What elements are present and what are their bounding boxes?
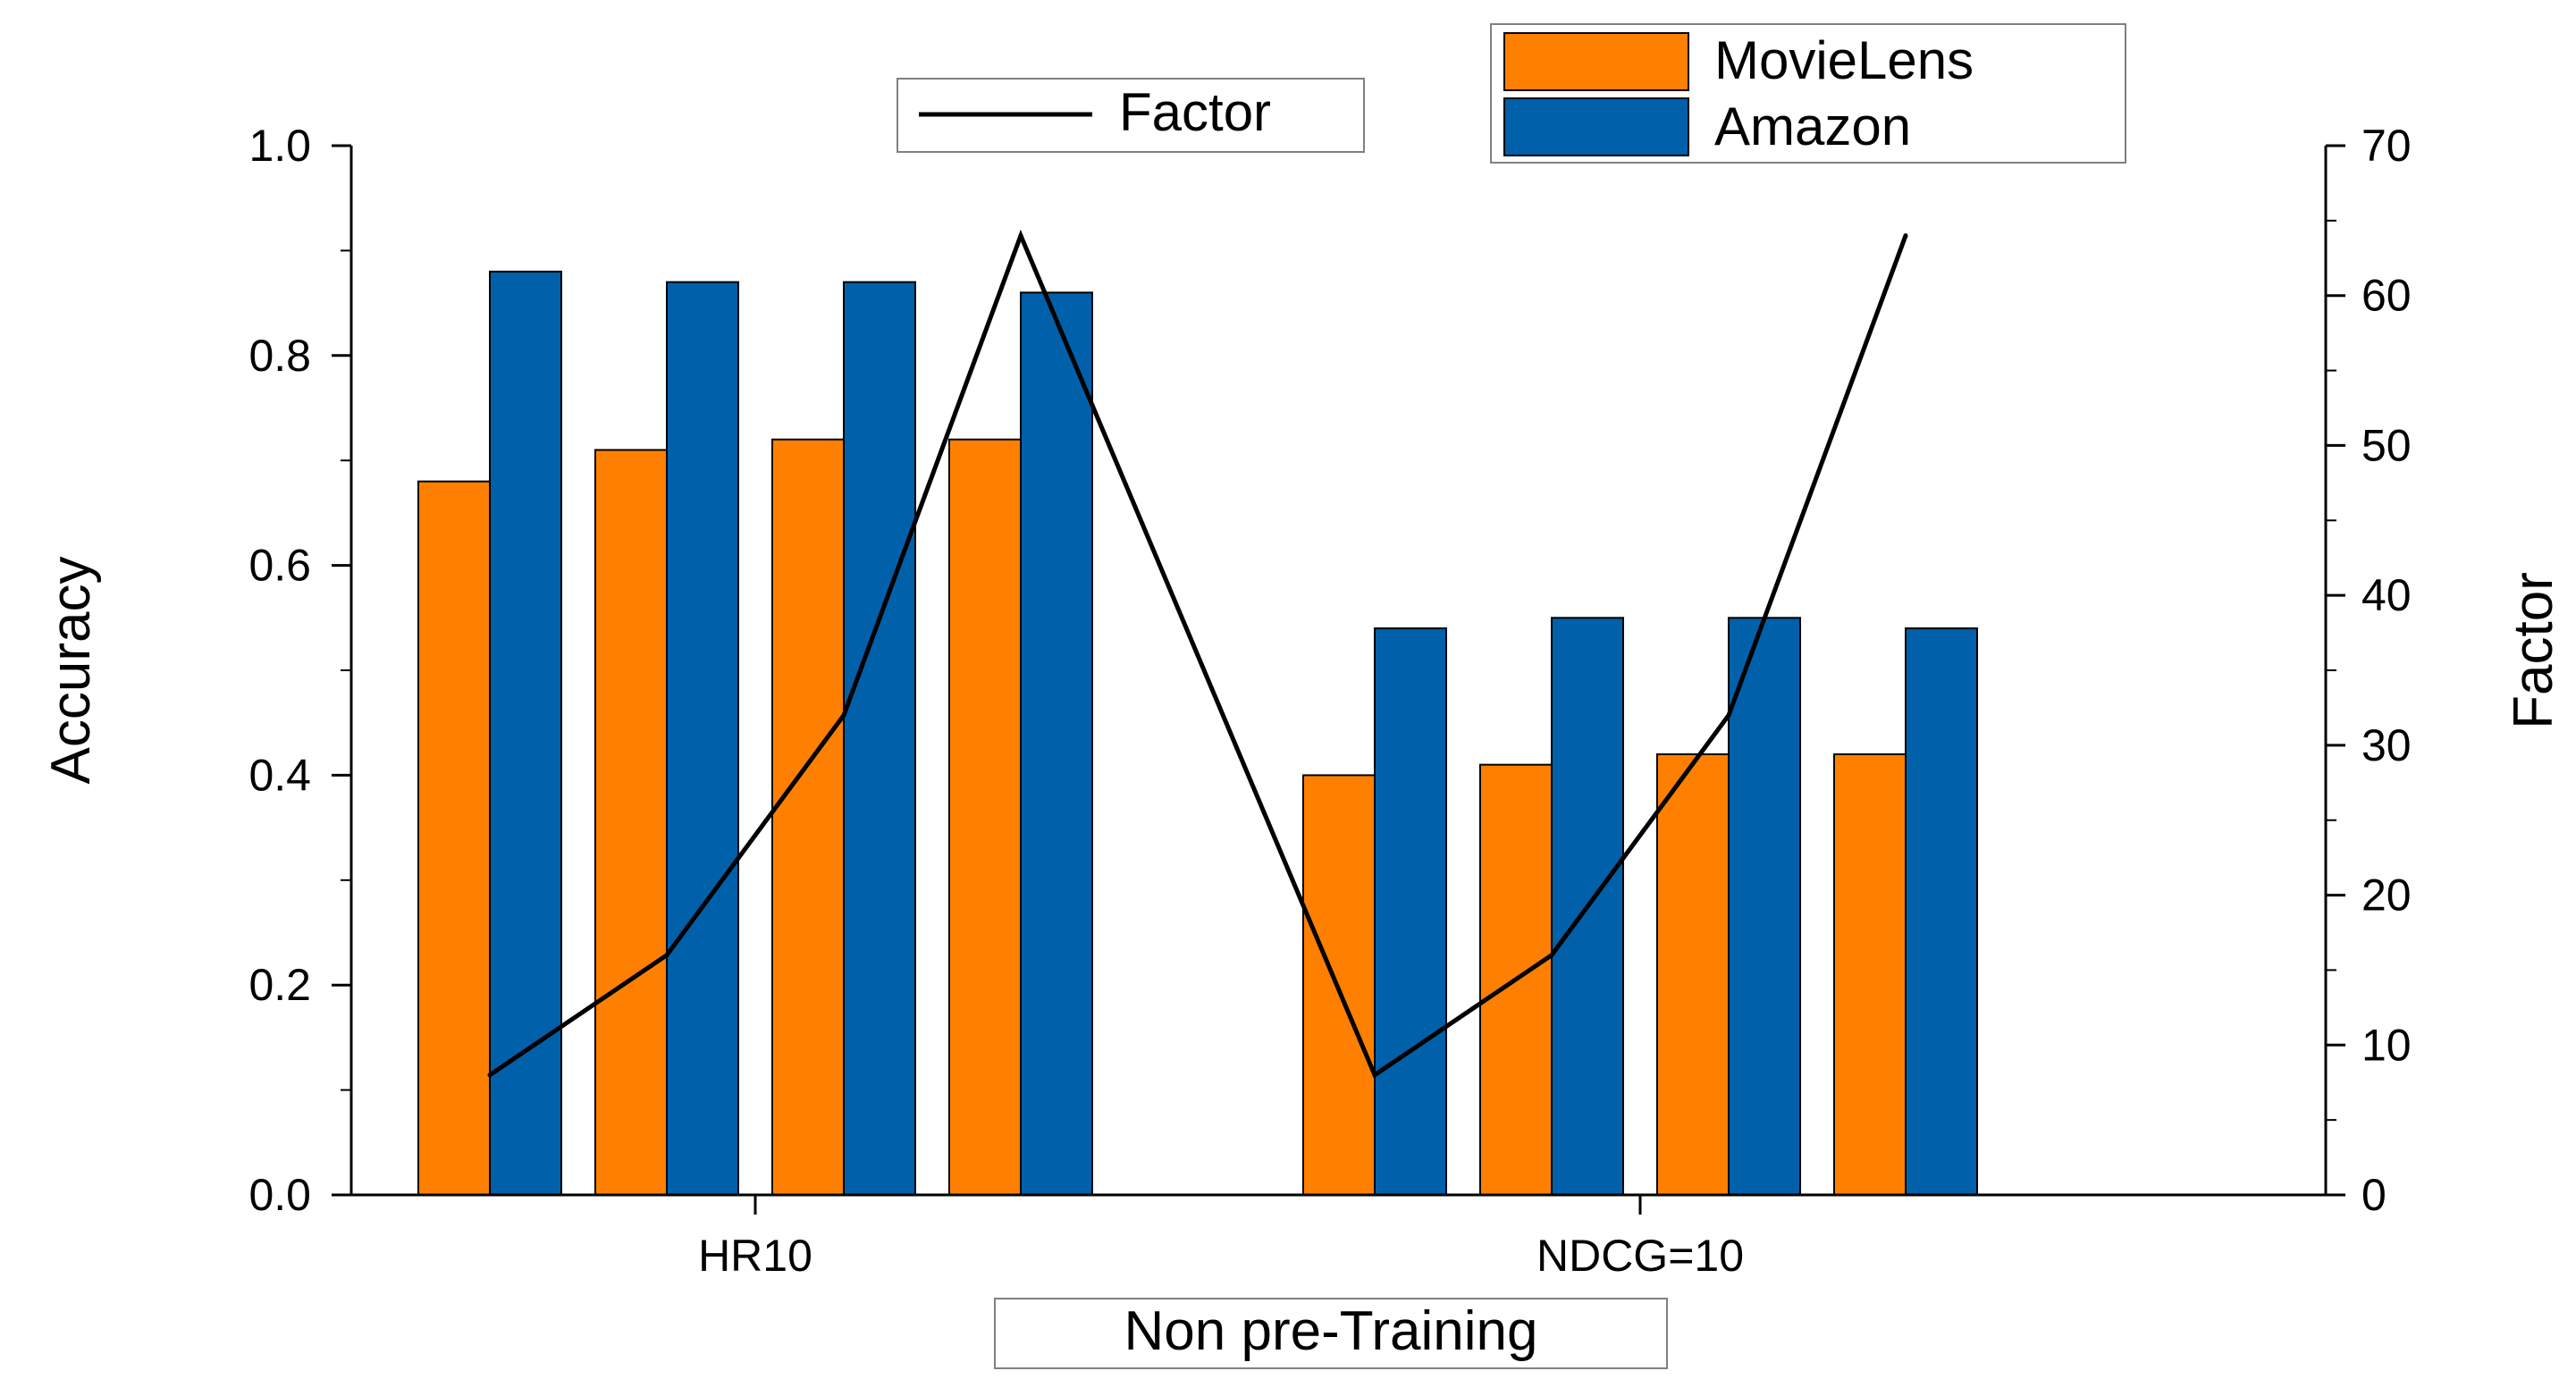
x-tick-label-0: HR10 bbox=[698, 1231, 812, 1281]
y2-axis-label: Factor bbox=[2503, 572, 2564, 729]
y-tick-label-2: 0.4 bbox=[248, 750, 311, 800]
legend-line-label: Factor bbox=[1119, 82, 1271, 142]
y2-tick-label-5: 50 bbox=[2361, 420, 2412, 470]
bar-movielens-4 bbox=[948, 438, 1022, 1197]
ticks-layer: 0.0 0.2 0.4 0.6 0.8 1.0 0 10 20 30 40 50 60 70 HR10 NDC… bbox=[248, 121, 2411, 1281]
bar-amazon-4 bbox=[1020, 291, 1093, 1196]
bar-amazon-8 bbox=[1905, 627, 1978, 1196]
legend-line: Factor bbox=[897, 78, 1365, 153]
x-axis-title: Non pre-Training bbox=[1124, 1300, 1538, 1362]
bar-amazon-7 bbox=[1728, 617, 1801, 1196]
bar-movielens-1 bbox=[417, 480, 491, 1196]
y2-tick-label-2: 20 bbox=[2361, 870, 2412, 921]
legend-label-amazon: Amazon bbox=[1714, 97, 1911, 156]
factor-point-8 bbox=[1903, 233, 1908, 239]
bar-amazon-5 bbox=[1374, 627, 1447, 1196]
y-tick-label-5: 1.0 bbox=[248, 121, 311, 171]
factor-line bbox=[488, 229, 1908, 1079]
bar-movielens-2 bbox=[594, 449, 668, 1196]
x-title-box: Non pre-Training bbox=[994, 1298, 1668, 1369]
legend-bars: MovieLens Amazon bbox=[1490, 23, 2126, 164]
factor-point-1 bbox=[487, 1072, 492, 1078]
y2-tick-label-4: 40 bbox=[2361, 570, 2412, 620]
factor-point-6 bbox=[1549, 953, 1554, 958]
y2-tick-label-1: 10 bbox=[2361, 1020, 2412, 1070]
factor-point-4 bbox=[1018, 233, 1023, 239]
factor-point-5 bbox=[1372, 1072, 1377, 1078]
bar-amazon-3 bbox=[843, 281, 916, 1196]
bars-layer bbox=[417, 270, 1978, 1197]
y-tick-label-0: 0.0 bbox=[248, 1170, 311, 1220]
y2-tick-label-0: 0 bbox=[2361, 1170, 2387, 1220]
y2-tick-label-3: 30 bbox=[2361, 720, 2412, 770]
y-tick-label-4: 0.8 bbox=[248, 331, 311, 381]
x-tick-label-1: NDCG=10 bbox=[1536, 1231, 1744, 1281]
y2-tick-label-6: 60 bbox=[2361, 271, 2412, 321]
y-axis-label: Accuracy bbox=[40, 557, 102, 785]
legend-swatch-amazon bbox=[1503, 97, 1689, 156]
y2-tick-label-7: 70 bbox=[2361, 121, 2412, 171]
bar-movielens-8 bbox=[1833, 753, 1907, 1196]
y-tick-label-3: 0.6 bbox=[248, 541, 311, 591]
bar-movielens-7 bbox=[1656, 753, 1730, 1196]
legend-swatch-movielens bbox=[1503, 32, 1689, 91]
factor-line-layer bbox=[487, 229, 1908, 1079]
bar-movielens-3 bbox=[771, 438, 845, 1197]
factor-point-2 bbox=[664, 953, 669, 958]
factor-point-3 bbox=[841, 712, 846, 718]
bar-amazon-2 bbox=[666, 281, 739, 1196]
y-tick-label-1: 0.2 bbox=[248, 960, 311, 1010]
legend-label-movielens: MovieLens bbox=[1714, 30, 1974, 90]
x-title-frame bbox=[994, 1298, 1668, 1369]
factor-point-7 bbox=[1726, 712, 1731, 718]
bar-amazon-1 bbox=[489, 270, 562, 1196]
